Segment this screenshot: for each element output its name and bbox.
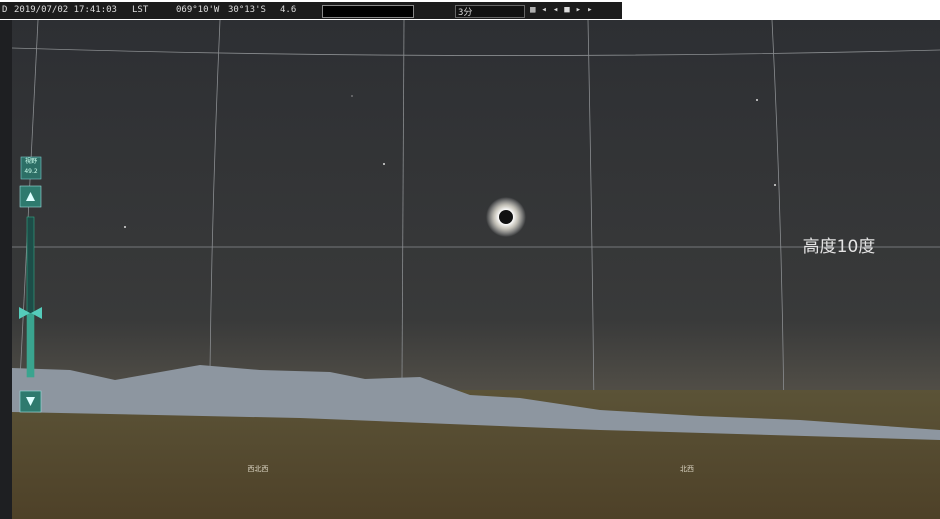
longitude[interactable]: 069°10'W [176, 5, 220, 15]
sky-view: 高度10度 西北西 北西 視野 49.2 [0, 20, 940, 519]
altitude-label: 高度10度 [803, 237, 876, 257]
object-search[interactable] [322, 5, 414, 18]
fov-label: 視野 [25, 157, 37, 165]
step-select[interactable] [455, 5, 525, 18]
direction-label: 西北西 [248, 465, 269, 473]
zoom-thumb[interactable] [19, 307, 42, 319]
time-system[interactable]: LST [132, 5, 149, 15]
playback-controls[interactable]: ▦◂◂■▸▸ [530, 5, 599, 15]
latitude[interactable]: 30°13'S [228, 5, 266, 15]
stars [124, 95, 776, 228]
left-edge [0, 20, 12, 519]
magnitude[interactable]: 4.6 [280, 5, 297, 15]
zoom-in-icon [26, 192, 35, 201]
datetime[interactable]: 2019/07/02 17:41:03 [14, 5, 117, 15]
fov-value: 49.2 [24, 168, 38, 175]
zoom-out-icon [26, 397, 35, 406]
moon [499, 210, 513, 224]
fov-box [20, 156, 42, 180]
mountains [12, 365, 940, 440]
fov-panel: 視野 49.2 [19, 156, 42, 413]
direction-label: 北西 [680, 465, 694, 473]
step[interactable]: 3分 [458, 8, 473, 18]
mode: D [2, 5, 8, 15]
zoom-fill [27, 313, 34, 377]
toolbar: D 2019/07/02 17:41:03 LST 069°10'W 30°13… [0, 0, 940, 20]
